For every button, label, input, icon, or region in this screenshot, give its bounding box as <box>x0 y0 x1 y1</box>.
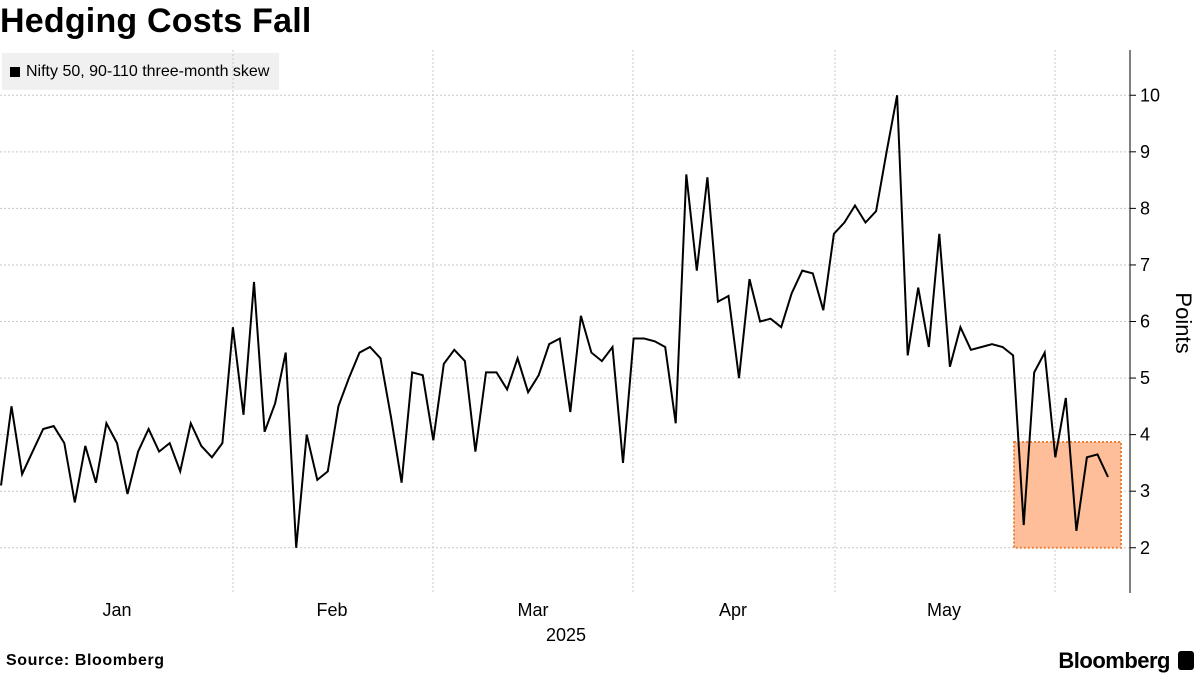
source-note: Source: Bloomberg <box>6 652 165 669</box>
x-tick-label: Apr <box>719 600 747 620</box>
highlight-layer <box>1013 440 1122 549</box>
grid-lines <box>0 50 1130 593</box>
x-tick-label: Jan <box>102 600 131 620</box>
y-tick-label: 2 <box>1140 538 1150 558</box>
bloomberg-logo-icon <box>1178 651 1194 670</box>
y-tick-label: 6 <box>1140 312 1150 332</box>
y-tick-label: 3 <box>1140 481 1150 501</box>
y-tick-label: 8 <box>1140 198 1150 218</box>
chart-title: Hedging Costs Fall <box>0 2 312 40</box>
y-tick-label: 10 <box>1140 85 1160 105</box>
y-tick-label: 9 <box>1140 142 1150 162</box>
legend-label: Nifty 50, 90-110 three-month skew <box>26 62 270 80</box>
series-layer <box>0 95 1109 548</box>
x-tick-label: Mar <box>518 600 549 620</box>
axis-layer: 2 3 4 5 6 7 8 9 10 Jan Feb Mar Apr May 2025 Points <box>102 50 1196 645</box>
x-tick-label: May <box>927 600 961 620</box>
y-tick-label: 4 <box>1140 425 1150 445</box>
bloomberg-logo: Bloomberg <box>1058 648 1170 673</box>
y-axis-title: Points <box>1171 292 1196 353</box>
x-tick-label: Feb <box>316 600 347 620</box>
y-tick-label: 7 <box>1140 255 1150 275</box>
legend-swatch <box>10 66 20 77</box>
series-line <box>0 95 1109 548</box>
y-tick-label: 5 <box>1140 368 1150 388</box>
highlight-box <box>1013 440 1122 549</box>
x-year-label: 2025 <box>546 625 586 645</box>
